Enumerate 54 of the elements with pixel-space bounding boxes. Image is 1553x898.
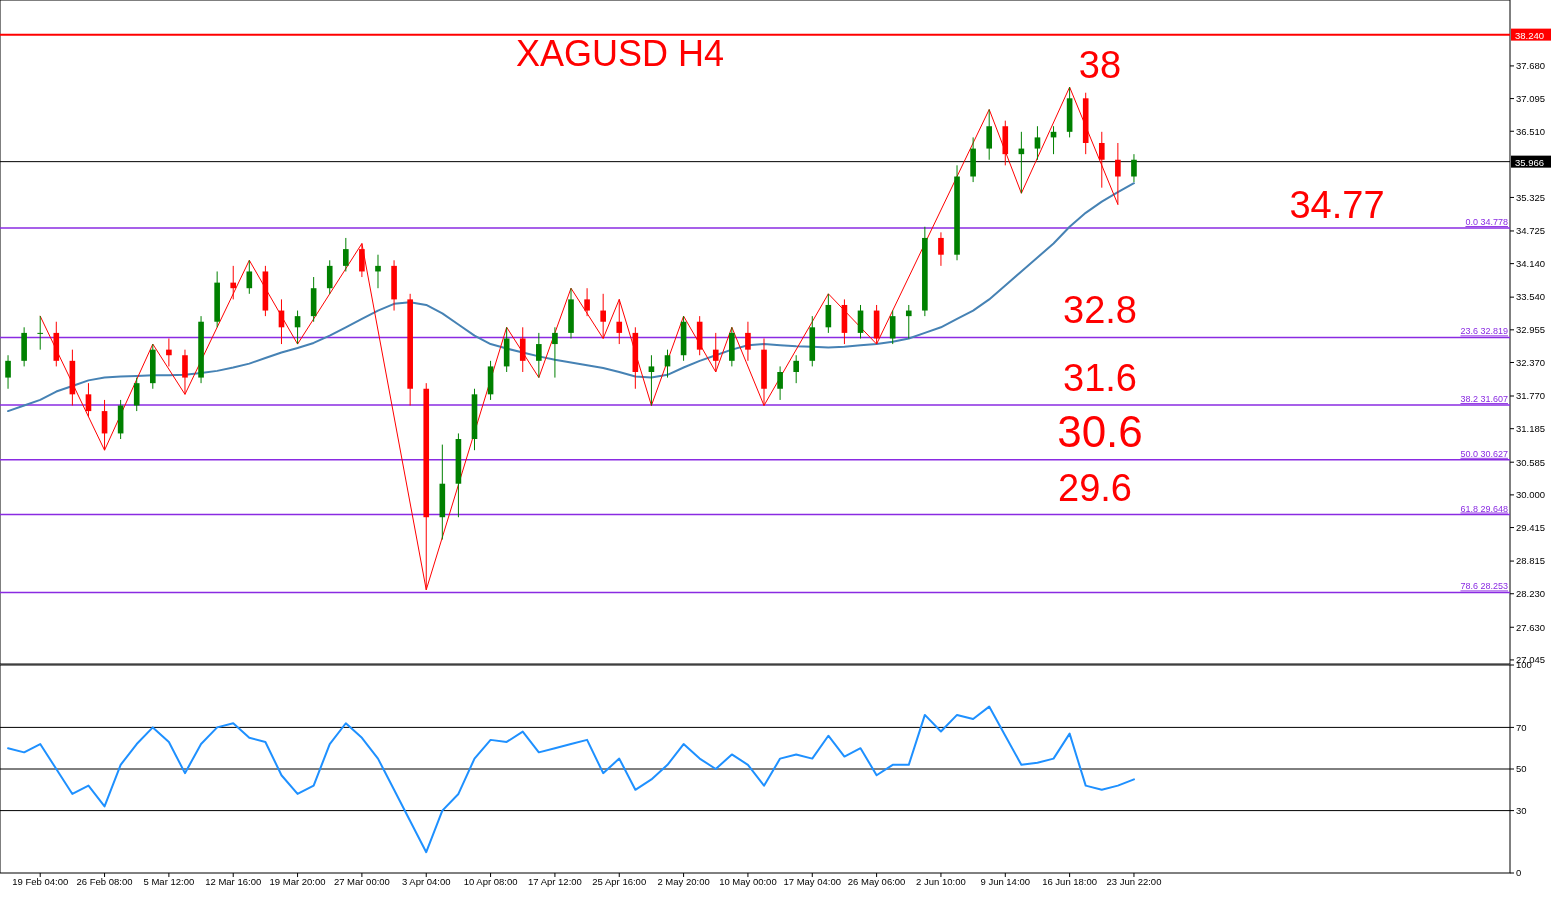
y-tick-label: 30 <box>1516 804 1527 816</box>
y-tick-label: 28.815 <box>1516 555 1546 567</box>
annotation: 30.6 <box>1057 407 1143 457</box>
annotation: 29.6 <box>1058 467 1132 510</box>
x-tick-label: 19 Feb 04:00 <box>12 876 69 887</box>
y-tick-label: 31.185 <box>1516 423 1546 435</box>
ref-line-label: 50.0 30.627 <box>1460 448 1508 459</box>
y-tick-label: 33.540 <box>1516 291 1546 303</box>
ref-line-label: 38.2 31.607 <box>1460 394 1508 405</box>
ref-line-label: 38.240 <box>1515 29 1545 41</box>
x-tick-label: 27 Mar 00:00 <box>333 876 390 887</box>
x-tick-label: 5 Mar 12:00 <box>143 876 195 887</box>
text: 34.77 <box>1289 184 1385 227</box>
annotation: 31.6 <box>1063 357 1137 400</box>
annotation: 32.8 <box>1063 289 1137 332</box>
y-tick-label: 37.680 <box>1516 60 1546 72</box>
x-tick-label: 23 Jun 22:00 <box>1106 876 1162 887</box>
y-tick-label: 28.230 <box>1516 588 1546 600</box>
y-tick-label: 36.510 <box>1516 125 1546 137</box>
ref-line-label: 23.6 32.819 <box>1460 326 1508 337</box>
ref-line-label: 0.0 34.778 <box>1465 217 1508 227</box>
x-tick-label: 2 Jun 10:00 <box>916 876 966 887</box>
x-tick-label: 10 Apr 08:00 <box>463 876 518 887</box>
ref-line-label: 35.966 <box>1515 156 1545 168</box>
y-tick-label: 31.770 <box>1516 390 1546 402</box>
y-tick-label: 29.415 <box>1516 521 1546 533</box>
annotation: 38 <box>1078 44 1122 87</box>
ref-line-label: 78.6 28.253 <box>1460 581 1508 592</box>
x-tick-label: 9 Jun 14:00 <box>980 876 1031 887</box>
y-tick-label: 0 <box>1516 867 1522 879</box>
y-tick-label: 27.630 <box>1516 621 1546 633</box>
x-tick-label: 19 Mar 20:00 <box>269 876 326 887</box>
y-tick-label: 30.000 <box>1516 489 1546 501</box>
y-tick-label: 37.095 <box>1516 92 1546 104</box>
y-tick-label: 32.370 <box>1516 356 1546 368</box>
y-tick-label: 50 <box>1516 763 1527 775</box>
text: XAGUSD H4 <box>515 33 725 74</box>
y-tick-label: 35.325 <box>1516 191 1546 203</box>
x-tick-label: 17 May 04:00 <box>783 876 842 887</box>
ref-line-label: 61.8 29.648 <box>1460 503 1508 514</box>
x-tick-label: 17 Apr 12:00 <box>527 876 582 887</box>
x-tick-label: 2 May 20:00 <box>657 876 710 887</box>
y-tick-label: 70 <box>1516 721 1527 733</box>
x-tick-label: 12 Mar 16:00 <box>205 876 262 887</box>
x-tick-label: 25 Apr 16:00 <box>592 876 647 887</box>
x-tick-label: 10 May 00:00 <box>719 876 777 887</box>
x-tick-label: 26 Feb 08:00 <box>76 876 133 887</box>
x-tick-label: 16 Jun 18:00 <box>1042 876 1098 887</box>
x-tick-label: 3 Apr 04:00 <box>401 876 451 887</box>
y-tick-label: 32.955 <box>1516 324 1546 336</box>
y-tick-label: 34.725 <box>1516 225 1546 237</box>
x-tick-label: 26 May 06:00 <box>847 876 906 887</box>
y-tick-label: 34.140 <box>1516 257 1546 269</box>
y-tick-label: 30.585 <box>1516 456 1546 468</box>
